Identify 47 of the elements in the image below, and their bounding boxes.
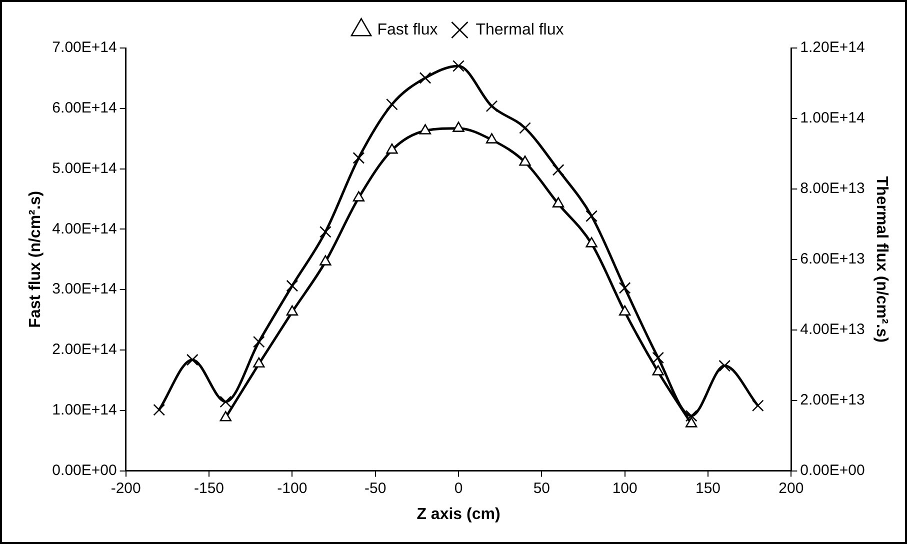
y-tick-label: 7.00E+14 (52, 39, 117, 56)
point (452, 60, 464, 72)
x-tick-label: 150 (695, 480, 721, 497)
legend-label: Fast flux (377, 21, 438, 38)
point (319, 226, 332, 238)
y-tick-label: 5.00E+14 (52, 160, 117, 177)
x-tick-label: 100 (612, 480, 638, 497)
y-axis-title: Fast flux (n/cm².s) (27, 190, 44, 328)
y-tick-label: 3.00E+14 (52, 280, 117, 298)
point (286, 280, 298, 292)
point (718, 360, 731, 372)
y2-axis-title: Thermal flux (n/cm².s) (872, 176, 890, 343)
x-tick-label: 50 (533, 480, 550, 497)
point (186, 354, 198, 366)
y2-tick-label: 1.00E+14 (800, 110, 865, 127)
y2-tick-label: 2.00E+13 (800, 391, 865, 408)
x-tick-label: -50 (364, 480, 386, 497)
x-tick-label: 200 (778, 480, 804, 497)
y2-tick-label: 4.00E+13 (800, 321, 865, 338)
point (486, 100, 498, 112)
x-tick-label: -100 (277, 480, 308, 497)
point (386, 98, 398, 110)
point (419, 72, 432, 84)
y-tick-label: 2.00E+14 (52, 341, 117, 358)
y-tick-label: 0.00E+00 (52, 462, 117, 479)
y-tick-label: 1.00E+14 (52, 402, 117, 419)
point (618, 282, 631, 294)
point (685, 410, 698, 422)
point (153, 404, 166, 416)
x-tick-label: -200 (110, 480, 141, 497)
legend-label: Thermal flux (476, 21, 564, 38)
point (252, 336, 265, 348)
point (652, 352, 664, 364)
point (220, 396, 232, 408)
point (352, 152, 365, 164)
y2-tick-label: 0.00E+00 (800, 462, 865, 479)
y2-tick-label: 8.00E+13 (800, 180, 865, 198)
x-tick-label: -150 (194, 480, 224, 497)
x-tick-label: 0 (454, 480, 463, 497)
point (752, 400, 764, 412)
point (586, 210, 598, 222)
x-axis-title: Z axis (cm) (416, 506, 500, 523)
y-tick-label: 6.00E+14 (52, 100, 117, 117)
y2-tick-label: 1.20E+14 (800, 39, 865, 56)
y2-tick-label: 6.00E+13 (800, 250, 865, 268)
point (552, 164, 564, 176)
y-tick-label: 4.00E+14 (52, 220, 117, 238)
